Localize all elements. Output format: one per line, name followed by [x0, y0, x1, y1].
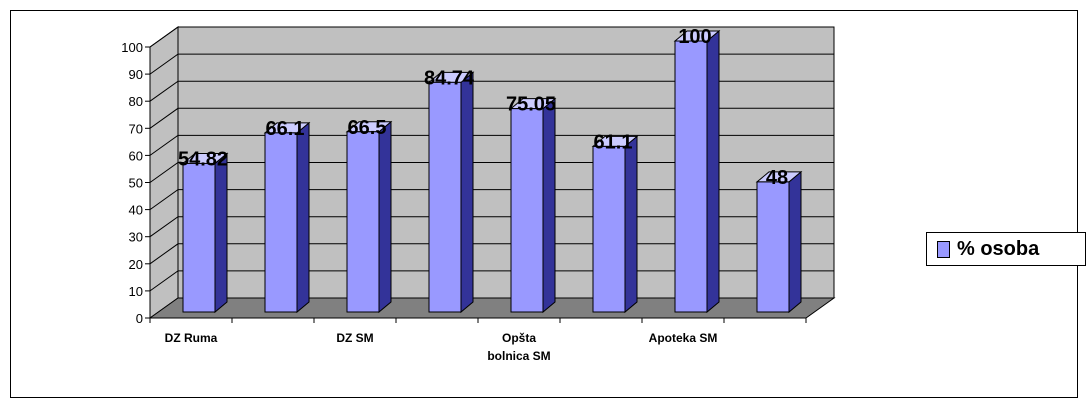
- bar-side: [624, 135, 638, 314]
- data-label: 48: [766, 167, 788, 189]
- bar: [674, 40, 708, 313]
- gridline: [149, 53, 834, 75]
- x-category-label: Opšta: [502, 331, 536, 345]
- bar: [182, 162, 216, 313]
- gridline: [149, 107, 834, 129]
- gridline: [149, 80, 834, 102]
- bar: [592, 145, 626, 313]
- data-label: 66.5: [348, 117, 387, 139]
- x-category-label: DZ SM: [336, 331, 373, 345]
- bar-side: [378, 120, 392, 314]
- bar-side: [296, 121, 310, 314]
- y-tick-label: 40: [129, 203, 143, 218]
- data-label: 100: [678, 26, 711, 48]
- bar: [264, 132, 298, 313]
- bar-side: [460, 71, 474, 314]
- bar-side: [788, 170, 802, 314]
- floor: [148, 297, 836, 319]
- y-tick-label: 80: [129, 94, 143, 109]
- data-label: 66.1: [266, 118, 305, 140]
- y-tick-label: 60: [129, 148, 143, 163]
- bar: [346, 131, 380, 313]
- x-category-label: bolnica SM: [487, 349, 550, 363]
- legend: % osoba: [926, 232, 1086, 266]
- y-tick-label: 70: [129, 121, 143, 136]
- bar: [510, 108, 544, 313]
- bar-side: [706, 29, 720, 314]
- y-tick-label: 100: [121, 40, 143, 55]
- gridline: [149, 26, 834, 48]
- bar: [756, 181, 790, 313]
- bar: [428, 81, 462, 313]
- data-label: 54.82: [178, 148, 228, 170]
- data-label: 75.05: [506, 94, 556, 116]
- y-tick-label: 50: [129, 176, 143, 191]
- data-label: 61.1: [594, 131, 633, 153]
- gridline: [149, 134, 834, 156]
- x-category-label: DZ Ruma: [165, 331, 218, 345]
- y-tick-label: 30: [129, 230, 143, 245]
- x-category-label: Apoteka SM: [649, 331, 718, 345]
- y-tick-label: 20: [129, 257, 143, 272]
- y-tick-label: 90: [129, 67, 143, 82]
- y-tick-label: 0: [136, 311, 143, 326]
- y-tick-label: 10: [129, 284, 143, 299]
- bar-side: [214, 152, 228, 314]
- legend-swatch: [937, 240, 950, 258]
- bar-side: [542, 97, 556, 314]
- legend-label: % osoba: [957, 237, 1040, 260]
- data-label: 84.74: [424, 67, 475, 89]
